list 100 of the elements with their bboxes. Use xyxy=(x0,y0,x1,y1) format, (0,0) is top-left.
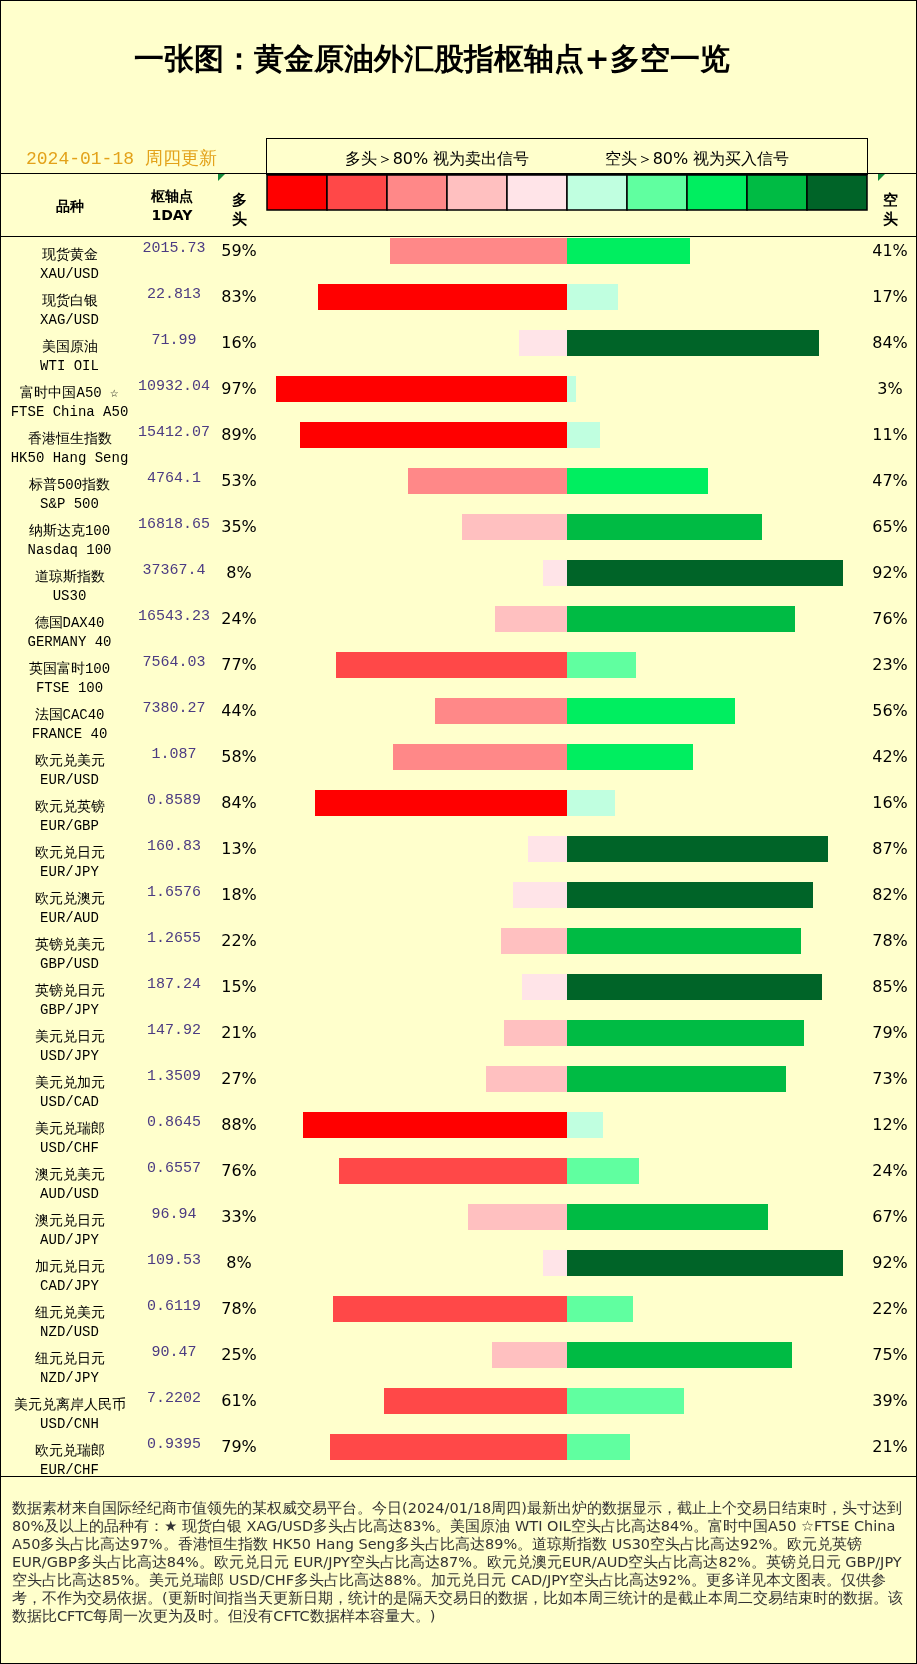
y-tick-label: 美元兑加元 USD/CAD xyxy=(34,1075,105,1110)
y-tick-label: 加元兑日元 CAD/JPY xyxy=(34,1259,105,1294)
y-tick-label: 英国富时100 FTSE 100 xyxy=(28,661,111,696)
text: 枢轴点 1DAY xyxy=(150,187,194,225)
bar xyxy=(567,1158,639,1184)
y-tick-label: 纳斯达克100 Nasdaq 100 xyxy=(27,523,112,558)
text: 1.3509 xyxy=(146,1068,202,1085)
y-tick-label: 澳元兑美元 AUD/USD xyxy=(34,1167,105,1202)
text: 7564.03 xyxy=(142,654,206,671)
data-label: 22% xyxy=(872,1299,908,1318)
data-label: 25% xyxy=(221,1345,257,1364)
y-axis-title: 品种 xyxy=(55,197,84,214)
y-tick-label: 澳元兑日元 AUD/JPY xyxy=(34,1213,105,1248)
y-tick-label: 欧元兑美元 EUR/USD xyxy=(34,753,105,788)
y-tick-label: 现货白银 XAG/USD xyxy=(40,293,99,328)
y-tick-label: 美国原油 WTI OIL xyxy=(40,339,99,374)
data-label: 47% xyxy=(872,471,908,490)
data-label: 24% xyxy=(221,609,257,628)
text: 数据素材来自国际经纪商市值领先的某权威交易平台。今日(2024/01/18周四)最新出炉的数据显示，截止上个交易日结束时，头寸达到80%及以上的品种有：★ 现货白银 XAG/USD多头占比高达83%。美国原油 WTI OIL空头占比高达84%。富时中国A50 ☆FTSE China A50多头占比高达97%。香港恒生指数 HK50 Hang Seng多头占比高达89%。道琼斯指数 US30空头占比高达92%。欧元兑英镑 EUR/GBP多头占比高达84%。欧元兑日元 EUR/JPY空头占比高达87%。欧元兑澳元EUR/AUD空头占比高达82%。英镑兑日元 GBP/JPY空头占比高达85%。美元兑瑞郎 USD/CHF多头占比高达88%。加元兑日元 CAD/JPY空头占比高达92%。更多详见本文图表。仅供参考，不作为交易依据。(更新时间指当天更新日期，统计的是隔天交易日的数据，比如本周三统计的是截止本周二交易结束时的数据。该数据比CFTC每周一次更为及时。但没有CFTC数据样本容量大。) xyxy=(12,1499,904,1625)
data-label: 92% xyxy=(872,1253,908,1272)
bar xyxy=(519,330,567,356)
text: 22.813 xyxy=(146,286,202,303)
text: 90.47 xyxy=(151,1344,197,1361)
text: 1.2655 xyxy=(146,930,202,947)
y-tick-label: 美元兑瑞郎 USD/CHF xyxy=(34,1121,105,1156)
bar xyxy=(567,790,615,816)
bar xyxy=(567,284,618,310)
text: 37367.4 xyxy=(142,562,206,579)
data-label: 76% xyxy=(872,609,908,628)
data-label: 12% xyxy=(872,1115,908,1134)
data-label: 65% xyxy=(872,517,908,536)
data-label: 58% xyxy=(221,747,257,766)
y-tick-label: 纽元兑日元 NZD/JPY xyxy=(34,1351,105,1386)
data-label: 27% xyxy=(221,1069,257,1088)
y-tick-label: 欧元兑澳元 EUR/AUD xyxy=(34,891,105,926)
data-label: 97% xyxy=(221,379,257,398)
y-tick-label: 英镑兑美元 GBP/USD xyxy=(34,937,105,972)
data-label: 23% xyxy=(872,655,908,674)
text: 0.8589 xyxy=(146,792,202,809)
data-label: 21% xyxy=(221,1023,257,1042)
y-tick-label: 英镑兑日元 GBP/JPY xyxy=(34,983,105,1018)
y-tick-label: 德国DAX40 GERMANY 40 xyxy=(27,615,112,650)
data-label: 82% xyxy=(872,885,908,904)
text: 空头＞80% 视为买入信号 xyxy=(603,149,791,169)
bar xyxy=(567,376,576,402)
data-label: 92% xyxy=(872,563,908,582)
chart-title: 一张图：黄金原油外汇股指枢轴点+多空一览 xyxy=(133,41,731,77)
data-label: 76% xyxy=(221,1161,257,1180)
text: 16818.65 xyxy=(137,516,211,533)
text: 0.6557 xyxy=(146,1160,202,1177)
data-label: 8% xyxy=(226,563,252,582)
data-label: 84% xyxy=(221,793,257,812)
data-label: 53% xyxy=(221,471,257,490)
data-label: 78% xyxy=(221,1299,257,1318)
text: 109.53 xyxy=(146,1252,202,1269)
data-label: 42% xyxy=(872,747,908,766)
y-tick-label: 美元兑日元 USD/JPY xyxy=(34,1029,105,1064)
data-label: 59% xyxy=(221,241,257,260)
bar xyxy=(567,1112,603,1138)
data-label: 67% xyxy=(872,1207,908,1226)
data-label: 3% xyxy=(877,379,903,398)
bar xyxy=(543,1250,567,1276)
text: 4764.1 xyxy=(146,470,202,487)
data-label: 56% xyxy=(872,701,908,720)
bar xyxy=(504,1020,567,1046)
data-label: 44% xyxy=(221,701,257,720)
text: 160.83 xyxy=(146,838,202,855)
data-label: 73% xyxy=(872,1069,908,1088)
legend-label: 空头 xyxy=(881,191,899,229)
data-label: 24% xyxy=(872,1161,908,1180)
text: 96.94 xyxy=(151,1206,197,1223)
bar xyxy=(567,1296,633,1322)
bar xyxy=(522,974,567,1000)
text: 0.6119 xyxy=(146,1298,202,1315)
bar xyxy=(513,882,567,908)
bar xyxy=(543,560,567,586)
data-label: 35% xyxy=(221,517,257,536)
data-label: 77% xyxy=(221,655,257,674)
data-label: 13% xyxy=(221,839,257,858)
text: 10932.04 xyxy=(137,378,211,395)
bar xyxy=(528,836,567,862)
text: 多头＞80% 视为卖出信号 xyxy=(343,149,531,169)
data-label: 41% xyxy=(872,241,908,260)
data-label: 75% xyxy=(872,1345,908,1364)
data-label: 87% xyxy=(872,839,908,858)
y-tick-label: 欧元兑瑞郎 EUR/CHF xyxy=(34,1443,105,1478)
y-tick-label: 法国CAC40 FRANCE 40 xyxy=(31,707,108,742)
data-label: 33% xyxy=(221,1207,257,1226)
y-tick-label: 欧元兑英镑 EUR/GBP xyxy=(34,799,105,834)
y-tick-label: 纽元兑美元 NZD/USD xyxy=(34,1305,105,1340)
bar xyxy=(501,928,567,954)
legend-label: 多头 xyxy=(230,191,248,229)
text: 2024-01-18 周四更新 xyxy=(26,148,217,170)
bar xyxy=(567,652,636,678)
text: 0.9395 xyxy=(146,1436,202,1453)
data-label: 79% xyxy=(221,1437,257,1456)
data-label: 8% xyxy=(226,1253,252,1272)
text: 187.24 xyxy=(146,976,202,993)
text: 7.2202 xyxy=(146,1390,202,1407)
text: 147.92 xyxy=(146,1022,202,1039)
